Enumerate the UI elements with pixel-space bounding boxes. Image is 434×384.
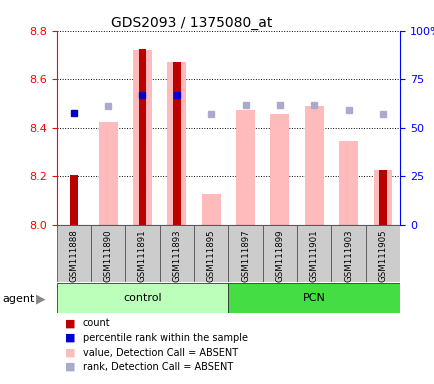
Text: ▶: ▶ (36, 292, 45, 305)
Text: rank, Detection Call = ABSENT: rank, Detection Call = ABSENT (82, 362, 232, 372)
Text: percentile rank within the sample: percentile rank within the sample (82, 333, 247, 343)
Text: GSM111893: GSM111893 (172, 229, 181, 282)
Bar (133, 50, 151, 225)
Bar (331, 225, 365, 282)
Text: PCN: PCN (302, 293, 325, 303)
Bar (56, 283, 228, 313)
Text: GSM111901: GSM111901 (309, 229, 318, 282)
Bar (167, 62, 186, 225)
Text: value, Detection Call = ABSENT: value, Detection Call = ABSENT (82, 348, 237, 358)
Bar (270, 114, 289, 225)
Text: GSM111890: GSM111890 (103, 229, 112, 282)
Bar (296, 225, 331, 282)
Bar (201, 194, 220, 225)
Bar (373, 170, 391, 225)
Bar (236, 109, 254, 225)
Bar (56, 225, 91, 282)
Text: GSM111899: GSM111899 (275, 229, 284, 282)
Bar (159, 225, 194, 282)
Text: control: control (123, 293, 161, 303)
Text: count: count (82, 318, 110, 328)
Text: ■: ■ (65, 318, 76, 328)
Text: GSM111891: GSM111891 (138, 229, 147, 282)
Text: GSM111903: GSM111903 (343, 229, 352, 282)
Bar (304, 106, 323, 225)
Bar (70, 175, 77, 225)
Bar (91, 225, 125, 282)
Bar (378, 170, 386, 225)
Bar (365, 225, 399, 282)
Bar (262, 225, 296, 282)
Text: ■: ■ (65, 348, 76, 358)
Text: GDS2093 / 1375080_at: GDS2093 / 1375080_at (111, 16, 271, 30)
Text: GSM111895: GSM111895 (206, 229, 215, 282)
Bar (138, 49, 146, 225)
Bar (228, 225, 262, 282)
Text: GSM111905: GSM111905 (378, 229, 387, 282)
Text: agent: agent (2, 294, 34, 304)
Bar (99, 122, 117, 225)
Text: ■: ■ (65, 362, 76, 372)
Text: GSM111888: GSM111888 (69, 229, 78, 282)
Bar (228, 283, 399, 313)
Bar (125, 225, 159, 282)
Text: ■: ■ (65, 333, 76, 343)
Bar (194, 225, 228, 282)
Bar (339, 141, 357, 225)
Bar (173, 62, 180, 225)
Text: GSM111897: GSM111897 (240, 229, 250, 282)
